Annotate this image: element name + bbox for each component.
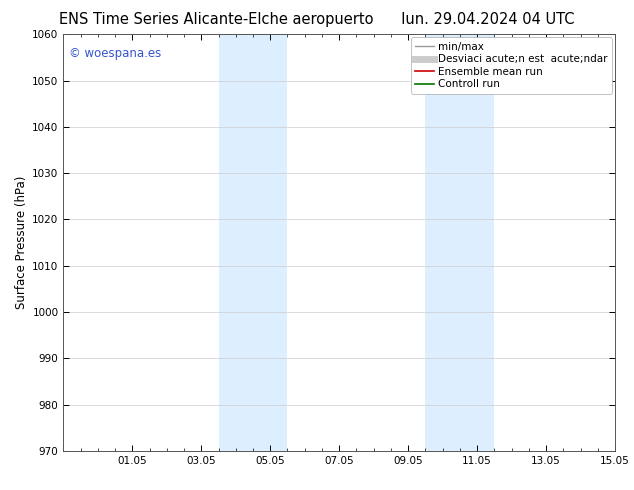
Y-axis label: Surface Pressure (hPa): Surface Pressure (hPa) xyxy=(15,176,28,309)
Bar xyxy=(425,34,495,451)
Text: © woespana.es: © woespana.es xyxy=(69,47,161,60)
Bar xyxy=(219,34,287,451)
Legend: min/max, Desviaci acute;n est  acute;ndar, Ensemble mean run, Controll run: min/max, Desviaci acute;n est acute;ndar… xyxy=(411,37,612,94)
Text: ENS Time Series Alicante-Elche aeropuerto      lun. 29.04.2024 04 UTC: ENS Time Series Alicante-Elche aeropuert… xyxy=(59,12,575,27)
